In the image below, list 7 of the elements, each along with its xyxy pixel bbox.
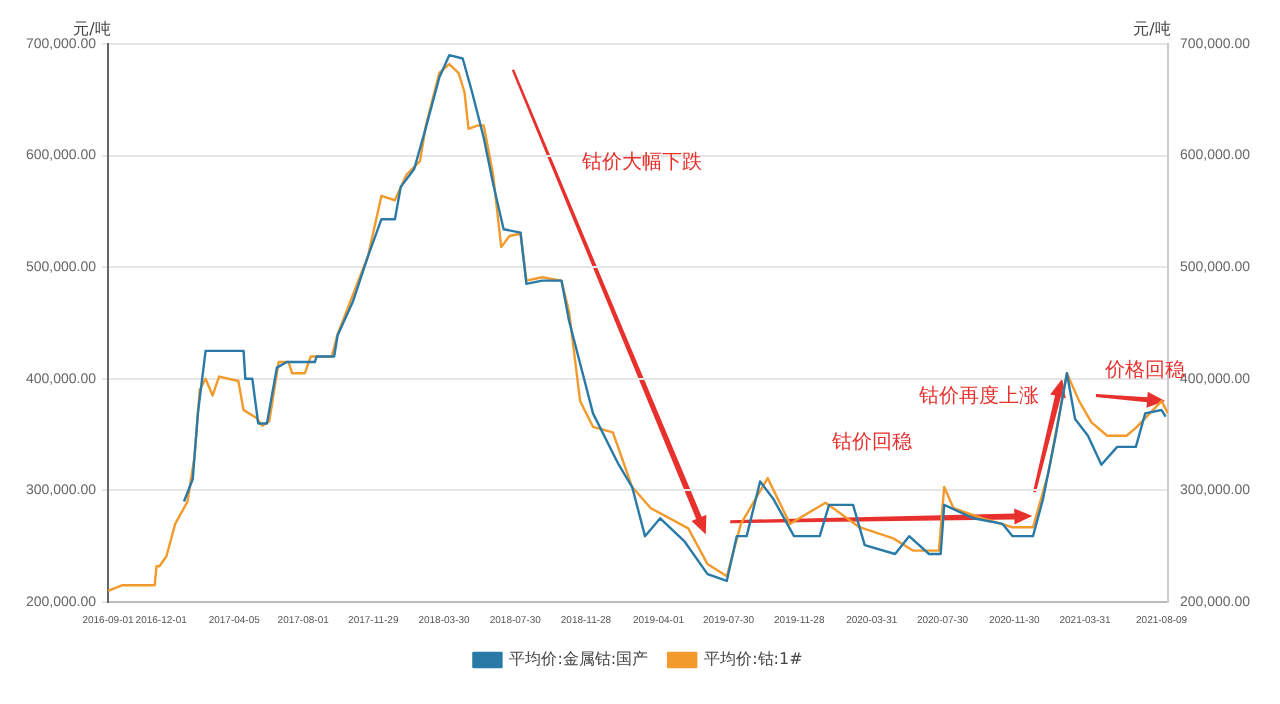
annotation: 钴价回稳 bbox=[831, 430, 912, 459]
annotation: 钴价再度上涨 bbox=[918, 384, 1039, 413]
legend-label: 平均价:钴:1# bbox=[704, 650, 804, 669]
y-axis-title: 元/吨 bbox=[73, 20, 111, 39]
annotation: 钴价大幅下跌 bbox=[581, 150, 702, 179]
y2-axis-title: 元/吨 bbox=[1133, 20, 1171, 39]
legend-label: 平均价:金属钴:国产 bbox=[509, 650, 649, 669]
